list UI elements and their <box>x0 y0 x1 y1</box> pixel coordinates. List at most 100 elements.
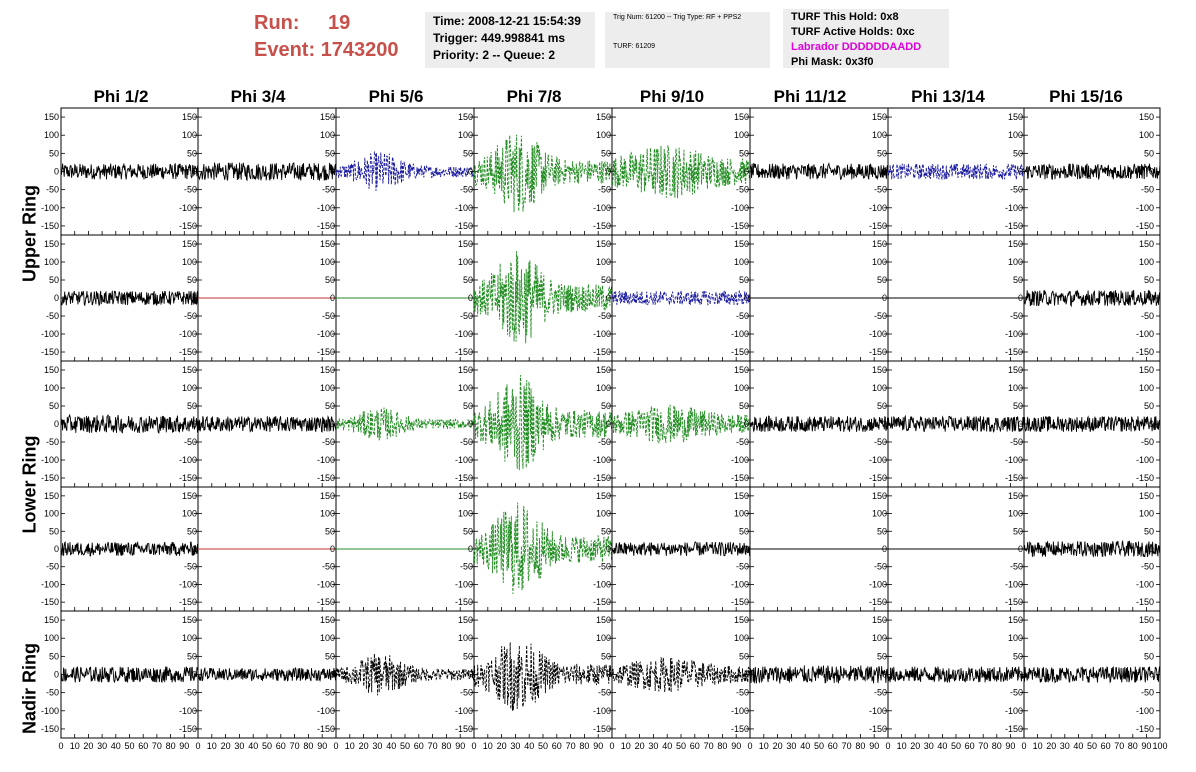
ytick-label: -100 <box>731 455 749 465</box>
ytick-label: -50 <box>460 688 473 698</box>
ytick-label: 100 <box>1008 257 1023 267</box>
ytick-label-inner: -100 <box>1136 329 1154 339</box>
col-header-phi-15-16: Phi 15/16 <box>1049 87 1123 106</box>
xtick-label: 30 <box>372 741 382 751</box>
ytick-label: 100 <box>320 633 335 643</box>
ytick-label: -150 <box>869 221 887 231</box>
ytick-label: 100 <box>596 633 611 643</box>
ytick-label-left: -100 <box>41 203 59 213</box>
ytick-label: -150 <box>179 724 197 734</box>
waveform-trace-r2-c1 <box>197 415 337 433</box>
ytick-label: -50 <box>736 185 749 195</box>
ytick-label-inner: 100 <box>1139 509 1154 519</box>
waveform-trace-r0-c5 <box>749 162 889 181</box>
ytick-label: 0 <box>606 419 611 429</box>
ytick-label: 0 <box>1018 544 1023 554</box>
xtick-label: 70 <box>978 741 988 751</box>
ytick-label: -150 <box>317 724 335 734</box>
xtick-label: 90 <box>317 741 327 751</box>
waveform-trace-r1-c4 <box>611 289 751 306</box>
ytick-label: 100 <box>872 257 887 267</box>
col-header-phi-3-4: Phi 3/4 <box>230 87 286 106</box>
xtick-label: 40 <box>386 741 396 751</box>
xtick-label: 0 <box>885 741 890 751</box>
ytick-label-inner: 50 <box>1144 148 1154 158</box>
ytick-label: 100 <box>320 509 335 519</box>
xtick-label: 40 <box>524 741 534 751</box>
waveform-trace-r2-c0 <box>60 413 199 434</box>
ytick-label: 0 <box>1018 419 1023 429</box>
xtick-label: 10 <box>621 741 631 751</box>
xtick-label: 60 <box>828 741 838 751</box>
xtick-label: 0 <box>747 741 752 751</box>
ytick-label: 150 <box>182 239 197 249</box>
ytick-label: -150 <box>317 473 335 483</box>
ytick-label: -50 <box>874 437 887 447</box>
ytick-label: 150 <box>734 615 749 625</box>
ytick-label: 0 <box>1018 293 1023 303</box>
xtick-label: 10 <box>483 741 493 751</box>
ytick-label: -50 <box>322 437 335 447</box>
waveform-trace-r0-c7 <box>1023 163 1161 180</box>
ytick-label-left: -50 <box>46 688 59 698</box>
ytick-label: 0 <box>468 544 473 554</box>
ytick-label: -150 <box>455 597 473 607</box>
waveform-trace-r0-c1 <box>197 162 337 182</box>
ytick-label: 0 <box>606 293 611 303</box>
xtick-label: 50 <box>1087 741 1097 751</box>
ytick-label: -100 <box>593 455 611 465</box>
ytick-label: -50 <box>874 185 887 195</box>
labrador-text: Labrador DDDDDDAADD <box>791 41 922 53</box>
xtick-label: 70 <box>1114 741 1124 751</box>
ytick-label: 100 <box>458 130 473 140</box>
ytick-label: 0 <box>192 544 197 554</box>
ytick-label: 0 <box>330 167 335 177</box>
xtick-label: 10 <box>70 741 80 751</box>
col-header-phi-13-14: Phi 13/14 <box>911 87 985 106</box>
ytick-label: -100 <box>1005 329 1023 339</box>
ytick-label: 0 <box>606 544 611 554</box>
ytick-label-inner: -100 <box>1136 203 1154 213</box>
ytick-label: -150 <box>179 221 197 231</box>
ytick-label: 50 <box>187 651 197 661</box>
xtick-label: 40 <box>111 741 121 751</box>
time-info-box: Time: 2008-12-21 15:54:39 Trigger: 449.9… <box>425 12 595 68</box>
ytick-label: 150 <box>1008 615 1023 625</box>
ytick-label: -150 <box>593 473 611 483</box>
ytick-label-left: -150 <box>41 597 59 607</box>
ytick-label-inner: 150 <box>1139 365 1154 375</box>
xtick-label: 80 <box>855 741 865 751</box>
ytick-label: -100 <box>731 579 749 589</box>
ytick-label: 150 <box>734 365 749 375</box>
ytick-label: 0 <box>882 544 887 554</box>
ytick-label: 150 <box>1008 491 1023 501</box>
ytick-label: -150 <box>593 597 611 607</box>
ytick-label: 50 <box>187 275 197 285</box>
ytick-label-inner: 150 <box>1139 112 1154 122</box>
ytick-label-left: 150 <box>44 112 59 122</box>
ytick-label: 150 <box>596 239 611 249</box>
ytick-label-left: 50 <box>49 275 59 285</box>
ytick-label: 150 <box>734 239 749 249</box>
ytick-label: 50 <box>463 401 473 411</box>
ytick-label: 100 <box>1008 383 1023 393</box>
ytick-label: -50 <box>1010 437 1023 447</box>
xtick-label: 50 <box>676 741 686 751</box>
xtick-label: 20 <box>359 741 369 751</box>
ytick-label-inner: 100 <box>1139 383 1154 393</box>
xtick-label: 0 <box>195 741 200 751</box>
ytick-label: -100 <box>1005 455 1023 465</box>
xtick-label: 0 <box>333 741 338 751</box>
turf-text: TURF: 61209 <box>613 43 656 50</box>
ytick-label: -100 <box>869 579 887 589</box>
ytick-label: -100 <box>317 579 335 589</box>
ytick-label-left: -50 <box>46 185 59 195</box>
ytick-label: 100 <box>182 633 197 643</box>
ytick-label: 0 <box>192 419 197 429</box>
ytick-label: 50 <box>1013 651 1023 661</box>
ytick-label-inner: -50 <box>1141 437 1154 447</box>
ytick-label: 100 <box>734 257 749 267</box>
xtick-label: 20 <box>1046 741 1056 751</box>
ytick-label: -150 <box>455 473 473 483</box>
